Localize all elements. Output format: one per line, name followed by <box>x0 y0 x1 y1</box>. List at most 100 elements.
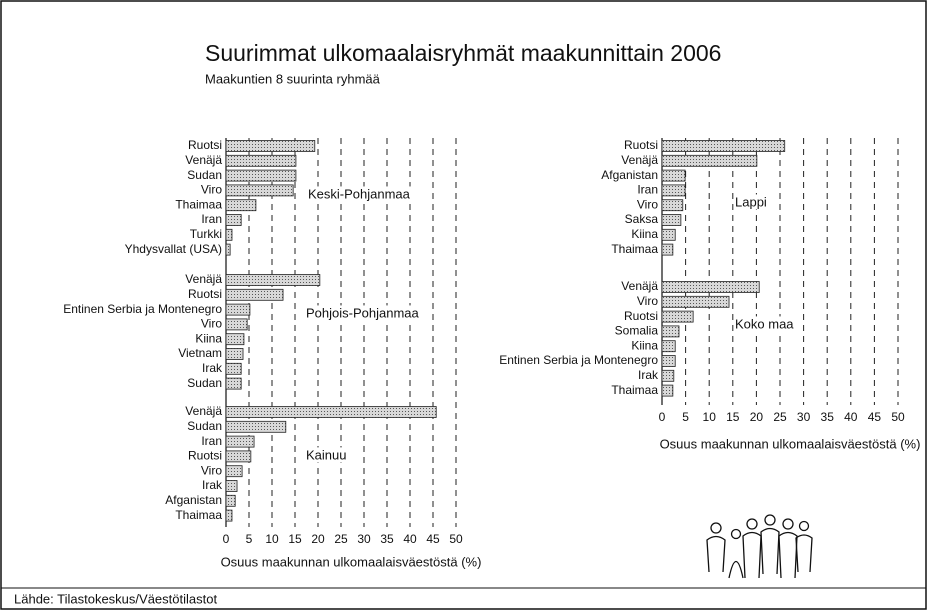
y-tick-label: Afganistan <box>601 168 658 182</box>
bar <box>661 369 675 382</box>
y-tick-label: Ruotsi <box>188 138 222 152</box>
x-tick-label: 25 <box>773 410 787 424</box>
x-tick-label: 10 <box>265 532 279 546</box>
bar <box>225 420 287 433</box>
y-tick-label: Thaimaa <box>611 383 658 397</box>
bar <box>661 169 686 182</box>
bar <box>225 199 257 212</box>
y-tick-label: Turkki <box>190 227 222 241</box>
x-tick-label: 45 <box>868 410 882 424</box>
y-tick-label: Thaimaa <box>611 242 658 256</box>
x-axis-label: Osuus maakunnan ulkomaalaisväestöstä (%) <box>221 554 482 569</box>
bar <box>225 509 233 522</box>
bar <box>661 281 760 293</box>
y-tick-label: Viro <box>201 183 222 197</box>
bar <box>225 288 284 301</box>
y-tick-label: Sudan <box>187 376 222 390</box>
y-tick-label: Ruotsi <box>624 138 658 152</box>
bar <box>661 295 730 308</box>
y-tick-label: Ruotsi <box>188 449 222 463</box>
x-tick-label: 30 <box>357 532 371 546</box>
y-tick-label: Ruotsi <box>188 287 222 301</box>
y-tick-label: Sudan <box>187 419 222 433</box>
bar <box>661 310 694 323</box>
group-label-bg <box>734 194 768 210</box>
bar <box>225 184 294 197</box>
x-tick-label: 5 <box>682 410 689 424</box>
y-tick-label: Venäjä <box>621 153 658 167</box>
y-tick-label: Iran <box>201 212 222 226</box>
x-tick-label: 5 <box>246 532 253 546</box>
x-tick-label: 45 <box>426 532 440 546</box>
bar <box>661 184 686 197</box>
bar <box>661 243 674 256</box>
bar <box>225 494 236 507</box>
group-label: Koko maa <box>735 316 794 331</box>
y-tick-label: Viro <box>637 294 658 308</box>
bar <box>225 362 242 375</box>
x-tick-label: 50 <box>891 410 905 424</box>
bar <box>661 340 676 353</box>
people-icon <box>706 514 813 579</box>
y-tick-label: Afganistan <box>165 493 222 507</box>
x-tick-label: 35 <box>821 410 835 424</box>
x-tick-label: 20 <box>750 410 764 424</box>
y-tick-label: Entinen Serbia ja Montenegro <box>499 353 658 367</box>
y-tick-label: Saksa <box>625 212 659 226</box>
y-tick-label: Kiina <box>631 338 658 352</box>
y-tick-label: Sudan <box>187 168 222 182</box>
bar <box>661 325 680 338</box>
y-tick-label: Viro <box>637 197 658 211</box>
y-tick-label: Iran <box>201 434 222 448</box>
bar <box>225 348 244 360</box>
y-tick-label: Kiina <box>195 331 222 345</box>
y-tick-label: Yhdysvallat (USA) <box>125 242 222 256</box>
x-tick-label: 50 <box>449 532 463 546</box>
y-tick-label: Ruotsi <box>624 309 658 323</box>
bar <box>661 228 676 241</box>
bar <box>661 154 758 167</box>
x-tick-label: 40 <box>844 410 858 424</box>
y-tick-label: Venäjä <box>185 153 222 167</box>
bar <box>225 450 252 463</box>
x-tick-label: 20 <box>311 532 325 546</box>
y-tick-label: Irak <box>638 368 659 382</box>
y-tick-label: Vietnam <box>178 346 222 360</box>
bar <box>661 140 786 152</box>
bar <box>225 435 255 448</box>
group-label: Keski-Pohjanmaa <box>308 186 411 201</box>
y-tick-label: Viro <box>201 317 222 331</box>
y-tick-label: Entinen Serbia ja Montenegro <box>63 302 222 316</box>
x-tick-label: 15 <box>288 532 302 546</box>
y-tick-label: Viro <box>201 463 222 477</box>
bar <box>225 377 242 390</box>
bar <box>225 169 297 182</box>
y-tick-label: Somalia <box>615 324 659 338</box>
bar <box>225 303 251 316</box>
group-label: Kainuu <box>306 447 346 462</box>
subtitle: Maakuntien 8 suurinta ryhmää <box>205 71 381 86</box>
y-tick-label: Kiina <box>631 227 658 241</box>
x-tick-label: 15 <box>726 410 740 424</box>
group-label-bg <box>734 316 796 332</box>
bar <box>225 154 297 167</box>
bar <box>661 384 674 397</box>
group-label-bg <box>307 186 412 202</box>
bar <box>661 214 682 226</box>
x-tick-label: 30 <box>797 410 811 424</box>
bar <box>661 199 684 212</box>
bar <box>225 406 437 418</box>
y-tick-label: Venäjä <box>621 279 658 293</box>
chart-title: Suurimmat ulkomaalaisryhmät maakunnittai… <box>205 40 721 66</box>
bar <box>225 333 245 346</box>
bar <box>225 214 242 226</box>
y-tick-label: Venäjä <box>185 272 222 286</box>
x-axis-label: Osuus maakunnan ulkomaalaisväestöstä (%) <box>660 436 921 451</box>
x-tick-label: 10 <box>703 410 717 424</box>
bar <box>225 228 233 241</box>
bar <box>661 355 676 367</box>
x-tick-label: 35 <box>380 532 394 546</box>
bar <box>225 140 316 152</box>
